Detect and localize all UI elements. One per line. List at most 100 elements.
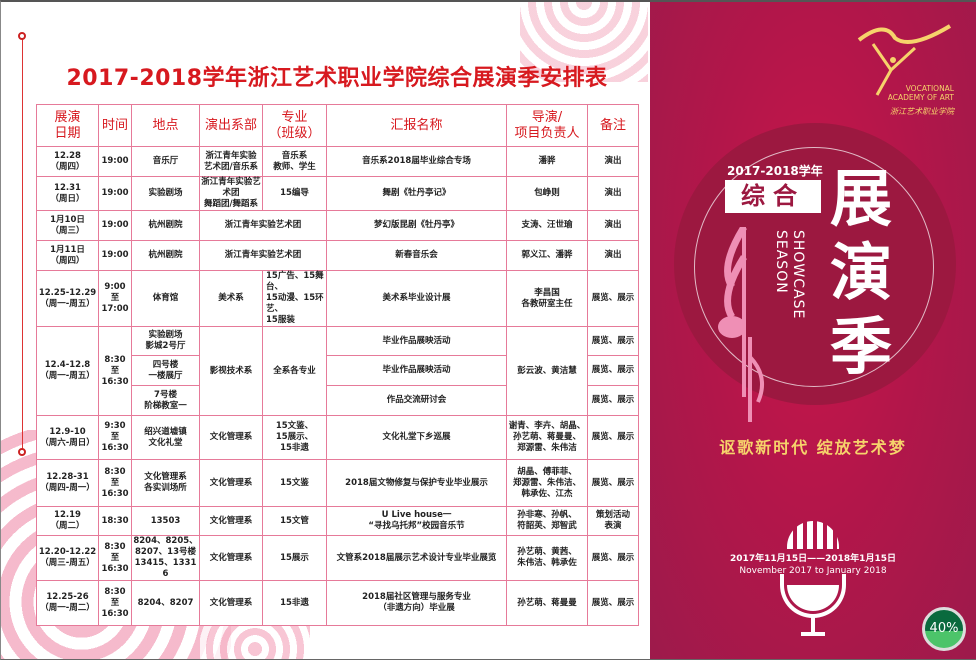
table-cell: 8:30 至 16:30 [98, 580, 132, 626]
table-cell: 四号楼 一楼展厅 [131, 355, 200, 386]
table-cell: 15编导 [262, 176, 327, 211]
table-cell: 15文管 [262, 506, 327, 536]
showcase-english: SHOWCASE SEASON [773, 230, 806, 320]
table-header-row: 展演 日期 时间 地点 演出系部 专业 （班级） 汇报名称 导演/ 项目负责人 备注 [36, 104, 639, 147]
table-cell: 郭义江、潘骅 [506, 240, 588, 271]
table-cell: 展览、展示 [587, 415, 639, 460]
table-cell: 李昌国 各教研室主任 [506, 270, 588, 327]
zoom-level-badge[interactable]: 40% [922, 607, 966, 651]
column-header: 展演 日期 [36, 104, 99, 147]
table-cell: 15文鉴、 15展示、 15非遗 [262, 415, 327, 460]
microphone-icon [787, 521, 839, 549]
table-cell: 展览、展示 [587, 270, 639, 327]
table-cell: 2018届文物修复与保护专业毕业展示 [326, 459, 507, 507]
column-header: 地点 [131, 104, 200, 147]
table-row: 12.25-26 （周一-周二） 8:30 至 16:30 8204、8207 文化管… [36, 580, 639, 626]
table-cell: 毕业作品展映活动 [326, 326, 507, 356]
table-cell: 12.25-26 （周一-周二） [36, 580, 99, 626]
table-cell: 美术系毕业设计展 [326, 270, 507, 327]
table-cell: 孙艺萌、黄茜、 朱伟洁、韩承佐 [506, 535, 588, 581]
table-cell: 12.20-12.22 （周三-周五） [36, 535, 99, 581]
table-cell: 文化管理系 [199, 415, 263, 460]
table-cell: 演出 [587, 146, 639, 177]
table-cell: 实验剧场 影城2号厅 [131, 326, 200, 356]
table-cell: 梦幻版昆剧《牡丹亭》 [326, 210, 507, 241]
table-row: 12.20-12.22 （周三-周五） 8:30 至 16:30 8204、8205… [36, 535, 639, 581]
table-cell: 孙非寒、孙帆、 符韶英、郑智武 [506, 506, 588, 536]
table-cell: 文化管理系 [199, 580, 263, 626]
academic-year: 2017-2018学年 [727, 164, 823, 178]
table-cell: 12.28-31 （周四-周一） [36, 459, 99, 507]
table-cell: 19:00 [98, 240, 132, 271]
table-cell: 19:00 [98, 176, 132, 211]
table-cell: 作品交流研讨会 [326, 385, 507, 416]
table-row: 四号楼 一楼展厅 毕业作品展映活动 展览、展示 [37, 355, 639, 386]
table-cell: 新春音乐会 [326, 240, 507, 271]
table-cell: 演出 [587, 240, 639, 271]
table-cell: 演出 [587, 176, 639, 211]
table-cell: 12.31 （周日） [36, 176, 99, 211]
binding-dot [18, 32, 26, 40]
table-cell: 1月11日 （周四） [36, 240, 99, 271]
column-header: 专业 （班级） [262, 104, 327, 147]
table-row: 12.28 （周四） 19:00 音乐厅 浙江青年实验 艺术团/音乐系 音乐系 教师、学… [36, 146, 639, 177]
table-cell: 15非遗 [262, 580, 327, 626]
table-cell: 8204、8205、 8207、13号楼 13415、13316 [131, 535, 200, 581]
table-cell: 文化管理系 [199, 535, 263, 581]
table-cell: 胡晶、傅菲菲、 郑源雷、朱伟洁、 韩承佐、江杰 [506, 459, 588, 507]
table-cell: 策划活动 表演 [587, 506, 639, 536]
table-cell: 支涛、汪世瑜 [506, 210, 588, 241]
table-cell: 展览、展示 [587, 535, 639, 581]
table-cell: 8:30 至 16:30 [98, 535, 132, 581]
table-cell: 包峥则 [506, 176, 588, 211]
table-cell: 文化管理系 各实训场所 [131, 459, 200, 507]
table-cell: 展览、展示 [587, 580, 639, 626]
table-cell: 9:00 至 17:00 [98, 270, 132, 327]
table-cell: 体育馆 [131, 270, 200, 327]
table-row: 1月10日 （周三） 19:00 杭州剧院 浙江青年实验艺术团 梦幻版昆剧《牡丹亭》 支涛… [36, 210, 639, 241]
column-header: 演出系部 [199, 104, 263, 147]
table-row: 12.28-31 （周四-周一） 8:30 至 16:30 文化管理系 各实训场所文… [36, 459, 639, 507]
table-cell: 音乐系2018届毕业综合专场 [326, 146, 507, 177]
table-row: 12.25-12.29 （周一-周五） 9:00 至 17:00 体育馆 美术系 15广… [36, 270, 639, 327]
zonghe-label: 综合 [725, 180, 821, 213]
table-cell: 8:30 至 16:30 [98, 326, 132, 416]
table-cell: 7号楼 阶梯教室一 [131, 385, 200, 416]
binding-line [22, 38, 23, 452]
table-cell: 美术系 [199, 270, 263, 327]
poster-panel: VOCATIONAL ACADEMY OF ART 浙江艺术职业学院 2017-… [650, 2, 976, 659]
table-cell: 8:30 至 16:30 [98, 459, 132, 507]
table-cell: 浙江青年实验艺术团 舞蹈团/舞蹈系 [199, 176, 263, 211]
table-cell: 文化礼堂下乡巡展 [326, 415, 507, 460]
date-english: November 2017 to January 2018 [739, 566, 887, 576]
slogan: 讴歌新时代 绽放艺术梦 [719, 438, 907, 457]
microphone-holder [780, 574, 846, 618]
music-note-icon [718, 227, 765, 422]
table-cell: 文化管理系 [199, 506, 263, 536]
table-cell: 12.4-12.8 （周一-周五） [36, 326, 99, 416]
table-cell: 展览、展示 [587, 459, 639, 507]
table-cell: 绍兴道墟镇 文化礼堂 [131, 415, 200, 460]
page-title: 2017-2018学年浙江艺术职业学院综合展演季安排表 [66, 66, 608, 91]
dancer-logo-icon [857, 24, 952, 96]
table-cell: 潘骅 [506, 146, 588, 177]
table-cell: 舞剧《牡丹亭记》 [326, 176, 507, 211]
microphone-stand [811, 617, 815, 633]
logo-chinese: 浙江艺术职业学院 [890, 107, 954, 116]
table-cell: 展览、展示 [587, 355, 639, 386]
table-row: 12.4-12.8 （周一-周五） 8:30 至 16:30 实验剧场 影城2号厅影… [36, 326, 639, 416]
table-cell: 12.9-10 （周六-周日） [36, 415, 99, 460]
schedule-table: 展演 日期 时间 地点 演出系部 专业 （班级） 汇报名称 导演/ 项目负责人 备注 12.28… [36, 104, 639, 626]
table-cell: 文化管理系 [199, 459, 263, 507]
column-header: 导演/ 项目负责人 [506, 104, 588, 147]
table-cell: 浙江青年实验艺术团 [199, 210, 327, 241]
table-cell: 15展示 [262, 535, 327, 581]
binding-dot [18, 448, 26, 456]
table-cell: U Live house一 “寻找乌托邦”校园音乐节 [326, 506, 507, 536]
logo-english: VOCATIONAL ACADEMY OF ART [887, 84, 954, 102]
table-cell: 影视技术系 [199, 326, 263, 416]
table-row: 12.31 （周日） 19:00 实验剧场 浙江青年实验艺术团 舞蹈团/舞蹈系 15编导… [36, 176, 639, 211]
emblem-ring [694, 147, 934, 387]
table-cell: 8204、8207 [131, 580, 200, 626]
table-cell: 2018届社区管理与服务专业 （非遗方向）毕业展 [326, 580, 507, 626]
